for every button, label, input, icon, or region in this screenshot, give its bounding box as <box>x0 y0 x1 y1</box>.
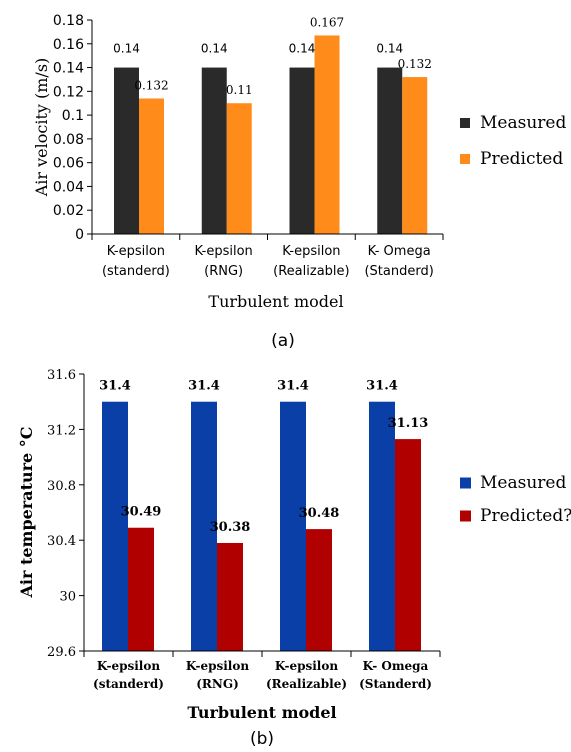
chart-b: 29.6 30 30.4 30.8 31.2 31.6 31.4 31.4 31.4 31.4 3… <box>17 368 571 749</box>
bar-measured <box>102 401 128 651</box>
chart-a-legend: Measured Predicted <box>460 113 566 169</box>
y-tick-label: 0.08 <box>53 132 84 148</box>
data-label: 31.13 <box>388 416 429 431</box>
bar-measured <box>114 67 139 234</box>
x-tick-label: K-epsilon <box>97 659 160 673</box>
data-label: 0.132 <box>398 57 432 71</box>
data-label: 30.49 <box>121 505 162 520</box>
data-label: 31.4 <box>188 379 220 394</box>
y-tick-label: 30.4 <box>47 534 76 549</box>
bar-measured <box>377 67 403 234</box>
data-label: 0.167 <box>310 15 344 29</box>
y-tick-label: 31.2 <box>47 423 76 438</box>
data-label: 0.14 <box>376 42 403 56</box>
y-tick-label: 31.6 <box>47 368 76 383</box>
bar-predicted <box>395 439 421 651</box>
data-label: 0.14 <box>113 42 140 56</box>
bar-measured <box>369 401 395 651</box>
chart-a-caption: (a) <box>271 331 295 351</box>
x-tick-label: (RNG) <box>196 677 239 691</box>
bar-predicted <box>306 529 332 651</box>
chart-b-legend: Measured Predicted? <box>460 473 571 526</box>
data-label: 0.14 <box>289 42 316 56</box>
bar-measured <box>280 401 306 651</box>
y-tick-label: 0 <box>75 227 84 243</box>
legend-swatch <box>460 154 470 164</box>
y-tick-label: 30 <box>59 590 76 605</box>
x-tick-label: K- Omega <box>363 659 429 673</box>
data-label: 0.11 <box>226 83 253 97</box>
x-tick-label: (Realizable) <box>266 677 347 691</box>
y-tick-label: 0.06 <box>53 156 84 172</box>
data-label: 31.4 <box>366 379 398 394</box>
bar-predicted <box>139 98 164 234</box>
x-tick-label: (Standerd) <box>364 264 433 279</box>
data-label: 31.4 <box>277 379 309 394</box>
data-label: 30.38 <box>210 520 251 535</box>
bar-measured <box>191 401 217 651</box>
chart-a-y-axis-label: Air velocity (m/s) <box>32 58 51 198</box>
data-label: 0.14 <box>201 42 228 56</box>
legend-swatch <box>460 118 470 128</box>
chart-b-caption: (b) <box>250 729 274 749</box>
y-tick-label: 0.02 <box>53 203 84 219</box>
legend-label: Measured <box>480 473 566 493</box>
legend-label: Predicted? <box>480 506 571 526</box>
bar-predicted <box>128 527 154 651</box>
x-tick-label: (RNG) <box>204 264 243 279</box>
data-label: 30.48 <box>299 506 340 521</box>
y-tick-label: 0.12 <box>53 84 84 100</box>
chart-a: 0 0.02 0.04 0.06 0.08 0.1 0.12 0.14 0.16 0.18 0.1… <box>32 13 566 351</box>
data-label: 31.4 <box>99 379 131 394</box>
x-tick-label: (Realizable) <box>273 264 349 279</box>
y-tick-label: 0.18 <box>53 13 84 29</box>
y-tick-label: 30.8 <box>47 479 76 494</box>
x-tick-label: (standerd) <box>93 677 164 691</box>
x-tick-label: (standerd) <box>102 264 170 279</box>
y-tick-label: 0.14 <box>53 61 84 77</box>
y-tick-label: 0.1 <box>62 108 84 124</box>
x-tick-label: K-epsilon <box>186 659 249 673</box>
bar-predicted <box>314 35 340 235</box>
y-tick-label: 29.6 <box>47 645 76 660</box>
legend-label: Predicted <box>480 149 563 169</box>
legend-swatch <box>460 510 471 522</box>
bar-measured <box>289 67 315 234</box>
x-tick-label: K-epsilon <box>282 244 340 259</box>
bar-predicted <box>402 77 428 234</box>
x-tick-label: K- Omega <box>368 244 431 259</box>
chart-b-y-axis-label: Air temperature °C <box>17 426 36 598</box>
bar-predicted <box>217 542 243 651</box>
x-tick-label: K-epsilon <box>194 244 252 259</box>
x-tick-label: (Standerd) <box>359 677 432 691</box>
y-tick-label: 0.04 <box>53 179 84 195</box>
data-label: 0.132 <box>134 78 168 92</box>
bar-predicted <box>226 103 252 234</box>
x-tick-label: K-epsilon <box>107 244 165 259</box>
legend-swatch <box>460 477 471 489</box>
chart-a-x-axis-label: Turbulent model <box>208 292 343 311</box>
legend-label: Measured <box>480 113 566 133</box>
x-tick-label: K-epsilon <box>275 659 338 673</box>
y-tick-label: 0.16 <box>53 37 84 53</box>
chart-b-x-axis-label: Turbulent model <box>187 703 336 722</box>
bar-measured <box>201 67 227 234</box>
